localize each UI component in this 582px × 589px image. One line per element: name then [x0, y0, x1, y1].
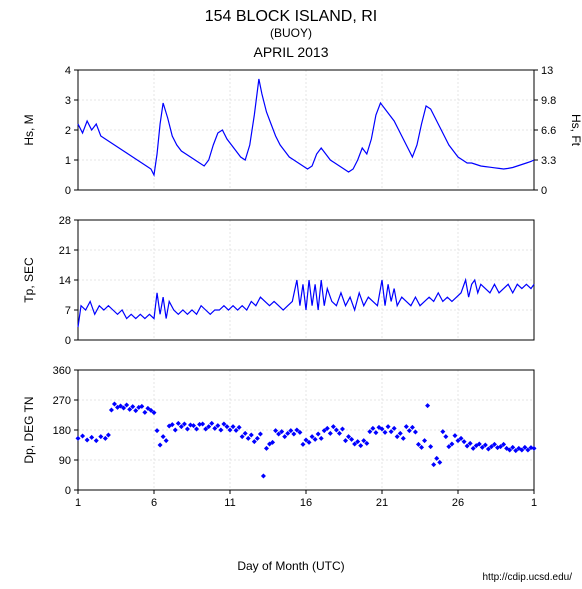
- svg-text:1: 1: [65, 155, 71, 167]
- svg-text:4: 4: [65, 65, 71, 77]
- svg-text:11: 11: [224, 497, 235, 509]
- svg-text:16: 16: [300, 497, 312, 509]
- svg-text:14: 14: [59, 275, 71, 287]
- svg-text:13: 13: [541, 65, 553, 77]
- svg-text:3: 3: [65, 95, 71, 107]
- title-period: APRIL 2013: [0, 44, 582, 60]
- svg-text:7: 7: [65, 305, 71, 317]
- svg-text:1: 1: [75, 497, 81, 509]
- svg-text:360: 360: [53, 365, 71, 377]
- svg-text:26: 26: [452, 497, 464, 509]
- svg-text:270: 270: [53, 395, 71, 407]
- svg-text:180: 180: [53, 425, 71, 437]
- svg-text:9.8: 9.8: [541, 95, 556, 107]
- x-axis-label: Day of Month (UTC): [0, 559, 582, 573]
- title-main: 154 BLOCK ISLAND, RI: [0, 8, 582, 26]
- svg-text:6.6: 6.6: [541, 125, 556, 137]
- svg-text:0: 0: [65, 335, 71, 347]
- svg-text:Hs, M: Hs, M: [22, 114, 36, 145]
- chart-panels: 0123403.36.69.813Hs, FtHs, M07142128Tp, …: [0, 60, 582, 555]
- svg-text:Dp, DEG TN: Dp, DEG TN: [22, 396, 36, 463]
- svg-text:0: 0: [541, 185, 547, 197]
- title-sub: (BUOY): [0, 26, 582, 40]
- svg-text:3.3: 3.3: [541, 155, 556, 167]
- svg-text:Hs, Ft: Hs, Ft: [569, 114, 582, 147]
- svg-text:1: 1: [531, 497, 537, 509]
- svg-text:2: 2: [65, 125, 71, 137]
- svg-text:21: 21: [376, 497, 388, 509]
- svg-text:6: 6: [151, 497, 157, 509]
- svg-text:21: 21: [59, 245, 71, 257]
- svg-text:0: 0: [65, 185, 71, 197]
- svg-text:28: 28: [59, 215, 71, 227]
- chart-svg: 0123403.36.69.813Hs, FtHs, M07142128Tp, …: [0, 60, 582, 550]
- svg-text:90: 90: [59, 455, 71, 467]
- footer-url: http://cdip.ucsd.edu/: [482, 572, 572, 583]
- chart-container: 154 BLOCK ISLAND, RI (BUOY) APRIL 2013 0…: [0, 8, 582, 589]
- svg-text:Tp, SEC: Tp, SEC: [22, 257, 36, 303]
- svg-text:0: 0: [65, 485, 71, 497]
